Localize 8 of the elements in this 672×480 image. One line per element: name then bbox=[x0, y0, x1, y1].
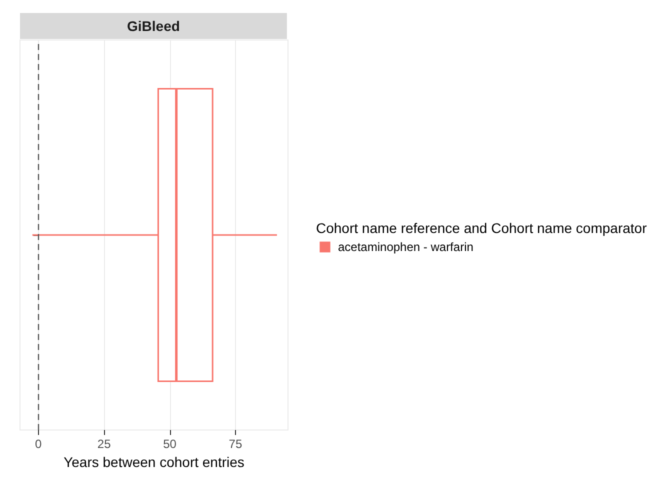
x-tick-label: 0 bbox=[35, 437, 42, 451]
x-axis-title: Years between cohort entries bbox=[64, 454, 244, 470]
x-tick-label: 25 bbox=[97, 437, 112, 451]
x-tick-label: 50 bbox=[163, 437, 177, 451]
x-tick-label: 75 bbox=[228, 437, 242, 451]
legend-label: acetaminophen - warfarin bbox=[338, 240, 474, 254]
legend-title: Cohort name reference and Cohort name comparator bbox=[316, 220, 648, 236]
chart-title: GiBleed bbox=[127, 18, 180, 34]
